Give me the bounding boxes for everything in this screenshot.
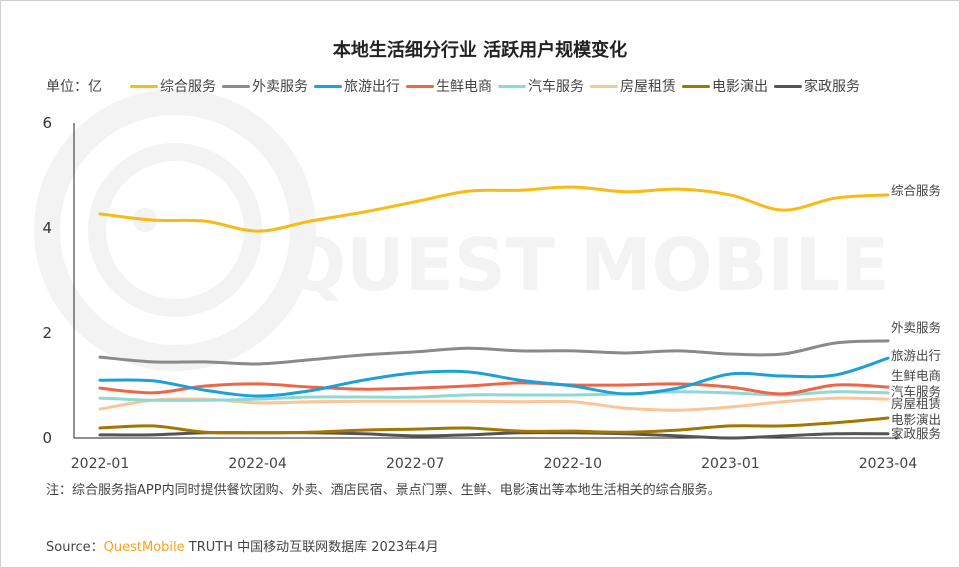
series-line-综合服务	[98, 185, 890, 233]
legend-label: 生鲜电商	[436, 79, 492, 95]
y-tick-label: 2	[42, 324, 52, 342]
series-lines	[98, 185, 890, 440]
legend-label: 电影演出	[712, 79, 768, 95]
watermark-ring-inner	[88, 143, 262, 317]
end-label: 生鲜电商	[891, 368, 941, 383]
legend-label: 汽车服务	[528, 79, 584, 95]
legend-item: 生鲜电商	[406, 76, 492, 96]
legend-swatch-icon	[314, 84, 342, 88]
footnote: 注：综合服务指APP内同时提供餐饮团购、外卖、酒店民宿、景点门票、生鲜、电影演出…	[46, 483, 721, 498]
source-prefix: Source：	[46, 540, 104, 555]
unit-label: 单位：亿	[46, 79, 102, 95]
legend-item: 家政服务	[774, 76, 860, 96]
source-brand: QuestMobile	[103, 540, 185, 555]
legend-label: 外卖服务	[252, 79, 308, 95]
end-label: 旅游出行	[891, 348, 941, 363]
watermark-text: QUEST MOBILE	[285, 223, 889, 307]
legend-item: 外卖服务	[222, 76, 308, 96]
legend-swatch-icon	[130, 84, 158, 88]
legend-label: 综合服务	[160, 79, 216, 95]
x-tick-labels: 2022-01 2022-04 2022-07 2022-10 2023-01 2023-…	[71, 456, 918, 472]
series-line-外卖服务	[98, 339, 890, 366]
end-label: 家政服务	[891, 426, 941, 441]
legend-label: 家政服务	[804, 79, 860, 95]
y-tick-label: 6	[42, 114, 52, 132]
x-tick-label: 2022-10	[544, 456, 603, 472]
series-line-旅游出行	[98, 356, 890, 398]
end-label: 房屋租赁	[891, 396, 941, 411]
legend-swatch-icon	[682, 84, 710, 88]
legend-item: 电影演出	[682, 76, 768, 96]
legend-swatch-icon	[222, 84, 250, 88]
watermark: QUEST MOBILE	[34, 89, 889, 371]
legend-item: 旅游出行	[314, 76, 400, 96]
legend-swatch-icon	[406, 84, 434, 88]
legend-item: 房屋租赁	[590, 76, 676, 96]
series-line-电影演出	[98, 416, 890, 435]
end-label: 综合服务	[891, 183, 941, 198]
legend-swatch-icon	[774, 84, 802, 88]
source-line: Source：QuestMobile TRUTH 中国移动互联网数据库 2023…	[46, 536, 439, 555]
x-tick-label: 2022-04	[228, 456, 287, 472]
y-tick-label: 0	[42, 429, 52, 447]
series-line-汽车服务	[98, 390, 890, 402]
legend: 综合服务 外卖服务 旅游出行 生鲜电商 汽车服务 房屋租赁 电影演出 家政服务	[130, 76, 860, 96]
x-tick-label: 2023-01	[701, 456, 760, 472]
y-tick-label: 4	[42, 219, 52, 237]
x-tick-label: 2023-04	[859, 456, 918, 472]
legend-label: 房屋租赁	[620, 79, 676, 95]
watermark-ring-outer	[34, 89, 316, 371]
series-line-生鲜电商	[98, 381, 890, 396]
source-rest: TRUTH 中国移动互联网数据库 2023年4月	[184, 540, 439, 555]
end-label: 外卖服务	[891, 320, 941, 335]
end-label: 汽车服务	[891, 384, 941, 399]
legend-swatch-icon	[590, 84, 618, 88]
legend-item: 综合服务	[130, 76, 216, 96]
chart-title: 本地生活细分行业 活跃用户规模变化	[332, 40, 628, 61]
x-tick-label: 2022-07	[386, 456, 445, 472]
legend-item: 汽车服务	[498, 76, 584, 96]
end-label: 电影演出	[891, 412, 941, 427]
x-tick-label: 2022-01	[71, 456, 130, 472]
y-tick-labels: 0 2 4 6	[42, 114, 52, 447]
legend-label: 旅游出行	[344, 79, 400, 95]
legend-swatch-icon	[498, 84, 526, 88]
